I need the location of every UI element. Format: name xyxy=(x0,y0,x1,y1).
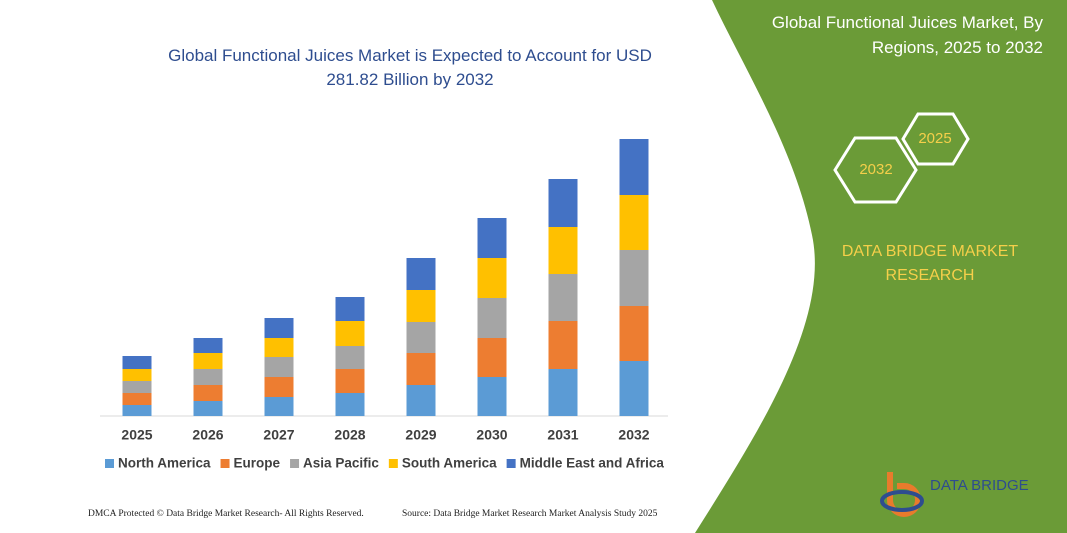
logo: DATA BRIDGE xyxy=(880,472,1029,517)
bar-segment xyxy=(264,338,294,357)
x-tick-label: 2028 xyxy=(334,427,365,443)
hexagon xyxy=(833,136,918,204)
legend-label: South America xyxy=(402,456,497,471)
x-tick-label: 2030 xyxy=(476,427,507,443)
bar-segment xyxy=(264,397,294,416)
x-tick-label: 2031 xyxy=(547,427,578,443)
hexagon-label: 2025 xyxy=(918,130,951,147)
bar-segment xyxy=(193,338,223,353)
legend-label: North America xyxy=(118,456,211,471)
bar-segment xyxy=(193,401,223,416)
bar-segment xyxy=(335,393,365,416)
bar-segment xyxy=(193,353,223,369)
bar-segment xyxy=(548,321,578,369)
logo-text: DATA BRIDGE xyxy=(930,477,1029,494)
bar-segment xyxy=(619,306,649,361)
bar-segment xyxy=(406,290,436,322)
bar-segment xyxy=(264,318,294,338)
bar-segment xyxy=(548,369,578,416)
legend-swatch xyxy=(290,459,300,468)
bar-segment xyxy=(406,322,436,353)
bar-segment xyxy=(335,321,365,346)
bar-segment xyxy=(193,385,223,401)
legend-label: Middle East and Africa xyxy=(520,456,665,471)
bar-segment xyxy=(619,250,649,306)
bar-segment xyxy=(122,369,152,381)
bar-segment xyxy=(406,353,436,385)
bar-segment xyxy=(619,195,649,250)
legend-label: Asia Pacific xyxy=(303,456,379,471)
legend-swatch xyxy=(506,459,516,468)
bar-segment xyxy=(477,218,507,258)
bar-segment xyxy=(548,179,578,227)
bar-segment xyxy=(264,357,294,377)
bar-segment xyxy=(122,405,152,416)
hexagon-label: 2032 xyxy=(859,161,892,178)
brand-text: DATA BRIDGE MARKET RESEARCH xyxy=(841,243,1019,284)
bar-segment xyxy=(619,361,649,416)
legend-swatch xyxy=(388,459,398,468)
x-tick-label: 2025 xyxy=(121,427,152,443)
bar-segment xyxy=(122,356,152,369)
x-tick-label: 2026 xyxy=(192,427,223,443)
bar-segment xyxy=(477,338,507,377)
green-panel xyxy=(695,0,1067,533)
legend-swatch xyxy=(105,459,114,468)
chart-title: Global Functional Juices Market is Expec… xyxy=(168,46,652,89)
bar-segment xyxy=(335,297,365,321)
bar-segment xyxy=(122,381,152,393)
footer-text: Source: Data Bridge Market Research Mark… xyxy=(402,509,658,519)
x-tick-label: 2032 xyxy=(618,427,649,443)
logo-icon xyxy=(880,490,924,512)
bar-segment xyxy=(619,139,649,195)
bar-segment xyxy=(548,274,578,321)
bar-segment xyxy=(477,258,507,298)
bar-segment xyxy=(122,393,152,405)
bar-segment xyxy=(477,377,507,416)
hexagon xyxy=(901,112,970,166)
legend-swatch xyxy=(220,459,230,468)
bar-segment xyxy=(406,385,436,416)
bar-segment xyxy=(477,298,507,338)
x-tick-label: 2029 xyxy=(405,427,436,443)
footer-text: DMCA Protected © Data Bridge Market Rese… xyxy=(88,509,364,519)
bar-segment xyxy=(406,258,436,290)
panel-title: Global Functional Juices Market, By Regi… xyxy=(771,13,1043,57)
bar-segment xyxy=(264,377,294,397)
legend-label: Europe xyxy=(234,456,281,471)
bar-segment xyxy=(335,369,365,393)
bar-segment xyxy=(335,346,365,369)
bar-segment xyxy=(193,369,223,385)
bar-segment xyxy=(548,227,578,274)
x-tick-label: 2027 xyxy=(263,427,294,443)
